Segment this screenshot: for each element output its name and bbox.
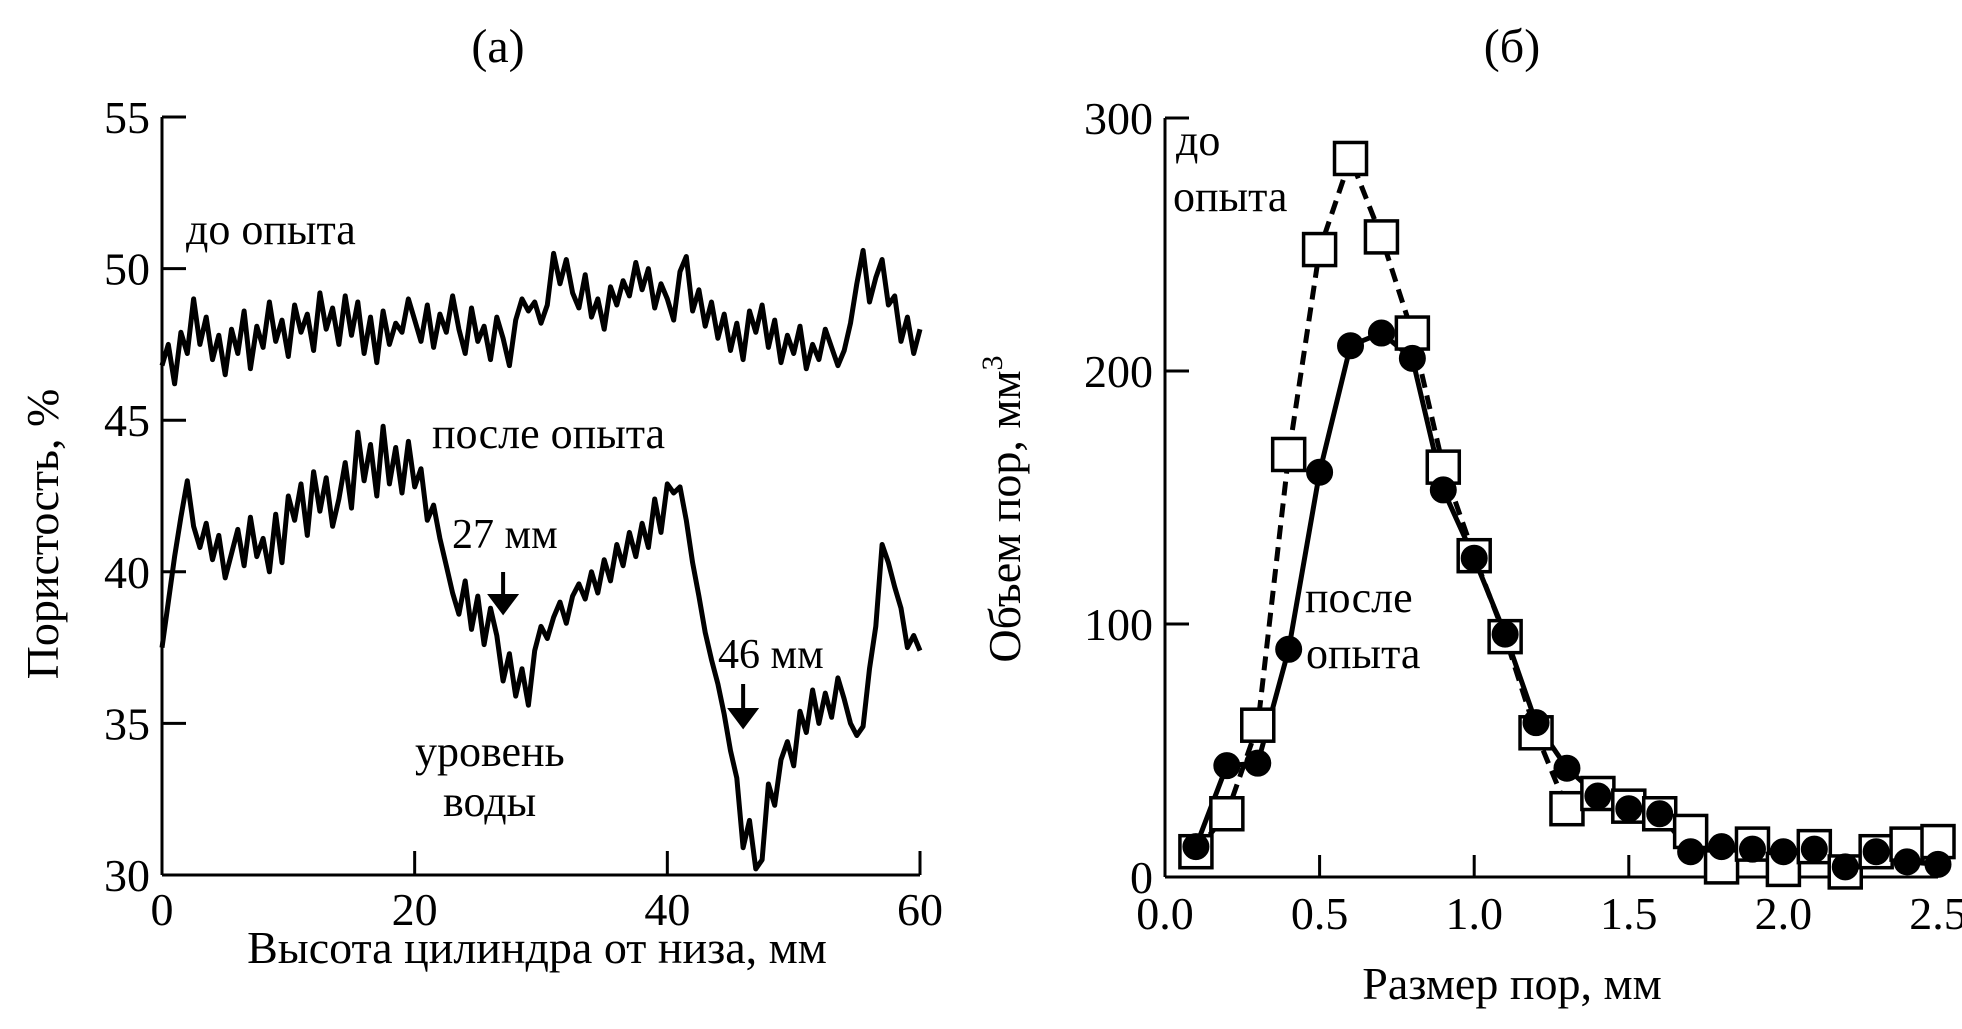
panel-a-x-tick-label: 40 <box>644 884 690 935</box>
panel-b-label: (б) <box>1484 20 1540 73</box>
after-test-point <box>1460 544 1488 572</box>
after-test-point <box>1522 709 1550 737</box>
panel-a-label: (a) <box>471 20 524 73</box>
after-test-point <box>1398 344 1426 372</box>
after-test-point <box>1738 835 1766 863</box>
panel-b-y-tick-label: 300 <box>1084 93 1153 144</box>
panel-b: (б) 0 100 200 300 0.0 0.5 1.0 1.5 2.0 2.5 Размер … <box>976 20 1962 1009</box>
before-test-point <box>1209 796 1245 832</box>
panel-a-y-tick-label: 35 <box>104 698 150 749</box>
after-test-point <box>1429 476 1457 504</box>
panel-b-y-axis-title: Объем пор, мм3 <box>976 355 1030 662</box>
before-test-point <box>1332 140 1369 177</box>
after-test-point <box>1646 800 1674 828</box>
panel-b-series <box>1178 140 1956 890</box>
label-46mm: 46 мм <box>718 632 824 678</box>
panel-a-x-axis-title: Высота цилиндра от низа, мм <box>247 922 827 973</box>
after-test-point <box>1800 835 1828 863</box>
arrow-46mm-head <box>727 708 760 730</box>
label-water-level-line1: уровень <box>415 727 565 776</box>
panel-b-y-tick-label: 100 <box>1084 599 1153 650</box>
panel-a-x-tick-label: 60 <box>897 884 943 935</box>
panel-a: (a) 30 35 40 45 50 55 0 20 40 60 Высота цилиндра … <box>17 20 943 973</box>
after-test-point <box>1367 319 1395 347</box>
after-test-point <box>1584 782 1612 810</box>
after-test-point <box>1306 458 1334 486</box>
after-test-point <box>1769 838 1797 866</box>
before-test-point <box>1920 823 1956 860</box>
label-after-test-b-line2: опыта <box>1306 629 1420 678</box>
panel-a-y-axis-title: Пористость, % <box>17 389 68 680</box>
panel-b-x-tick-label: 0.5 <box>1291 888 1349 939</box>
panel-a-x-tick-label: 0 <box>151 884 174 935</box>
panel-a-y-tick-label: 30 <box>104 850 150 901</box>
panel-b-x-tick-label: 0.0 <box>1136 888 1194 939</box>
panel-b-x-tick-label: 1.0 <box>1445 888 1503 939</box>
before-test-point <box>1549 790 1585 827</box>
panel-b-x-tick-label: 2.5 <box>1909 888 1962 939</box>
label-27mm: 27 мм <box>452 512 558 558</box>
before-test-point <box>1394 315 1431 351</box>
after-test-point <box>1337 332 1365 360</box>
after-test-point <box>1182 833 1210 861</box>
after-test-point <box>1924 850 1952 878</box>
panel-b-ticks: 0 100 200 300 0.0 0.5 1.0 1.5 2.0 2.5 <box>1084 93 1962 939</box>
series-before-test-line <box>159 247 923 387</box>
before-test-point <box>1240 707 1276 743</box>
after-test-point <box>1893 848 1921 876</box>
panel-a-y-tick-label: 40 <box>104 547 150 598</box>
label-before-test-b-line1: до <box>1176 116 1220 165</box>
after-test-point <box>1615 795 1643 823</box>
panel-b-x-tick-label: 2.0 <box>1755 888 1813 939</box>
panel-b-axes <box>1163 118 1938 879</box>
panel-b-y-tick-label: 0 <box>1130 852 1153 903</box>
panel-b-x-tick-label: 1.5 <box>1600 888 1658 939</box>
after-test-point <box>1213 752 1241 780</box>
after-test-point <box>1275 635 1303 663</box>
label-water-level-line2: воды <box>443 777 536 826</box>
after-test-point <box>1491 620 1519 648</box>
label-after-test-b-line1: после <box>1305 573 1413 622</box>
after-test-point <box>1677 838 1705 866</box>
panel-a-axes <box>160 117 920 877</box>
panel-b-y-axis-title-group: Объем пор, мм3 <box>976 355 1030 662</box>
panel-a-arrows <box>487 572 760 730</box>
series-after-test-line <box>159 423 923 872</box>
after-test-point <box>1553 754 1581 782</box>
panel-a-ticks: 30 35 40 45 50 55 0 20 40 60 <box>104 92 943 935</box>
label-before-test-a: до опыта <box>186 205 356 254</box>
before-test-point <box>1301 231 1338 268</box>
after-test-point <box>1244 749 1272 777</box>
before-test-point <box>1363 219 1400 255</box>
before-test-point <box>1270 436 1307 473</box>
panel-b-y-axis-title-sup: 3 <box>976 355 1009 370</box>
panel-a-series <box>159 247 923 872</box>
panel-b-x-axis-title: Размер пор, мм <box>1362 958 1661 1009</box>
panel-b-y-axis-title-main: Объем пор, мм <box>979 370 1030 662</box>
after-test-point <box>1862 838 1890 866</box>
after-test-point <box>1831 853 1859 881</box>
after-test-point <box>1708 833 1736 861</box>
arrow-27mm-head <box>487 594 520 616</box>
label-before-test-b-line2: опыта <box>1173 172 1287 221</box>
label-after-test-a: после опыта <box>432 409 665 458</box>
panel-a-y-tick-label: 45 <box>104 395 150 446</box>
panel-a-y-tick-label: 50 <box>104 244 150 295</box>
panel-a-y-tick-label: 55 <box>104 92 150 143</box>
panel-b-y-tick-label: 200 <box>1084 346 1153 397</box>
panel-a-x-tick-label: 20 <box>392 884 438 935</box>
